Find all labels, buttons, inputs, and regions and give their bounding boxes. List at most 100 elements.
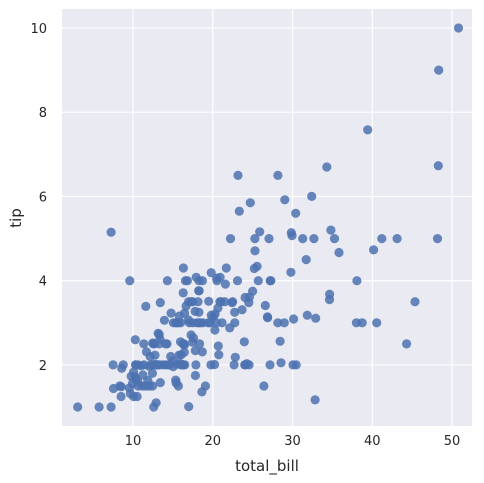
- scatter-point: [234, 206, 244, 216]
- scatter-point: [265, 360, 275, 370]
- scatter-point: [194, 307, 204, 317]
- scatter-point: [195, 339, 205, 349]
- scatter-point: [230, 307, 240, 317]
- y-tick-label: 2: [39, 359, 47, 374]
- scatter-point: [259, 381, 269, 391]
- scatter-point: [162, 339, 172, 349]
- scatter-point: [193, 297, 203, 307]
- y-axis-label: tip: [7, 208, 25, 228]
- scatter-point: [106, 402, 116, 412]
- scatter-point: [173, 381, 183, 391]
- y-tick-label: 4: [39, 275, 47, 290]
- x-tick-label: 50: [444, 434, 461, 449]
- scatter-point: [210, 359, 220, 370]
- scatter-point: [232, 276, 243, 286]
- scatter-point: [194, 286, 204, 296]
- scatter-point: [214, 350, 224, 360]
- x-tick-label: 10: [125, 434, 142, 449]
- scatter-point: [291, 360, 301, 370]
- scatter-point: [369, 245, 379, 255]
- y-tick-label: 8: [39, 106, 47, 121]
- scatter-point: [310, 395, 320, 405]
- scatter-point: [132, 391, 142, 402]
- scatter-point: [286, 267, 296, 277]
- scatter-point: [392, 234, 402, 244]
- scatter-point: [357, 318, 367, 328]
- scatter-point: [434, 65, 444, 75]
- scatter-point: [148, 381, 158, 391]
- scatter-point: [162, 276, 172, 286]
- scatter-point: [255, 227, 265, 237]
- scatter-point: [73, 402, 83, 412]
- scatter-point: [197, 347, 207, 357]
- scatter-point: [210, 325, 220, 335]
- scatter-point: [402, 339, 412, 349]
- scatter-point: [190, 370, 200, 381]
- scatter-point: [220, 279, 230, 289]
- scatter-point: [228, 297, 238, 307]
- scatter-point: [352, 276, 362, 286]
- scatter-point: [151, 398, 161, 408]
- scatter-point: [263, 313, 273, 323]
- y-tick-label: 6: [39, 190, 47, 205]
- scatter-point: [180, 360, 190, 370]
- scatter-point: [191, 360, 201, 370]
- scatter-point: [363, 125, 373, 135]
- scatter-point: [221, 263, 231, 273]
- scatter-point: [334, 247, 344, 258]
- scatter-point: [372, 318, 382, 328]
- scatter-point: [176, 318, 186, 328]
- scatter-point: [273, 318, 283, 328]
- scatter-point: [325, 289, 335, 299]
- scatter-point: [150, 350, 160, 360]
- scatter-point: [239, 337, 249, 347]
- scatter-point: [264, 234, 274, 244]
- scatter-point: [329, 234, 340, 244]
- scatter-point: [184, 402, 194, 412]
- x-tick-label: 30: [284, 434, 301, 449]
- scatter-point: [410, 297, 420, 307]
- scatter-point: [289, 314, 299, 324]
- scatter-point: [273, 170, 283, 180]
- scatter-point: [298, 234, 308, 244]
- scatter-point: [302, 310, 312, 320]
- scatter-point: [291, 208, 301, 218]
- scatter-point: [94, 402, 104, 412]
- scatter-point: [118, 360, 128, 370]
- scatter-point: [287, 231, 297, 241]
- scatter-point: [213, 341, 223, 351]
- scatter-point: [279, 318, 289, 328]
- scatter-point: [311, 313, 321, 323]
- scatter-point: [309, 234, 319, 244]
- scatter-point: [266, 276, 276, 286]
- scatter-point: [276, 358, 286, 368]
- scatter-point: [225, 234, 236, 244]
- scatter-point: [322, 162, 332, 172]
- scatter-point: [179, 340, 189, 350]
- scatter-point: [200, 381, 210, 391]
- scatter-point: [116, 391, 126, 402]
- scatter-point: [141, 301, 151, 311]
- scatter-point: [252, 261, 262, 271]
- x-tick-label: 40: [364, 434, 381, 449]
- scatter-point: [229, 360, 239, 370]
- scatter-point: [190, 346, 200, 356]
- scatter-point: [280, 195, 290, 205]
- scatter-point: [432, 234, 443, 244]
- scatter-point: [244, 360, 254, 370]
- scatter-point: [307, 191, 317, 201]
- scatter-point: [108, 360, 118, 370]
- plot-background: [62, 9, 472, 426]
- scatter-point: [179, 347, 189, 357]
- scatter-point: [147, 368, 157, 378]
- scatter-point: [106, 227, 116, 237]
- scatter-point: [377, 234, 387, 244]
- scatter-point: [116, 382, 126, 392]
- scatter-point: [215, 272, 225, 282]
- scatter-point: [188, 333, 199, 343]
- y-tick-labels: 2 4 6 8 10: [30, 22, 47, 374]
- scatter-point: [233, 170, 243, 180]
- scatter-point: [275, 336, 285, 346]
- scatter-point: [182, 276, 192, 286]
